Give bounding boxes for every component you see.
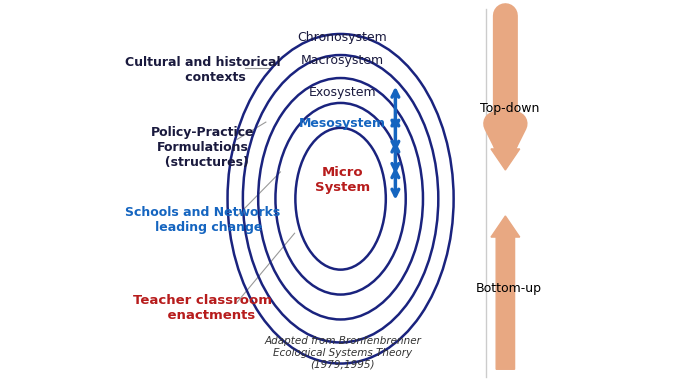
Text: Chronosystem: Chronosystem <box>297 31 388 44</box>
FancyArrow shape <box>491 17 520 170</box>
Text: Teacher classroom
    enactments: Teacher classroom enactments <box>133 294 272 322</box>
Text: Cultural and historical
      contexts: Cultural and historical contexts <box>125 56 280 85</box>
Text: Micro
System: Micro System <box>315 166 370 194</box>
Text: Top-down: Top-down <box>479 102 539 115</box>
Text: Schools and Networks
   leading change: Schools and Networks leading change <box>125 206 280 234</box>
Text: Mesosystem: Mesosystem <box>299 117 386 130</box>
Text: Macrosystem: Macrosystem <box>301 54 384 67</box>
FancyArrow shape <box>491 216 520 369</box>
Text: Adapted from Bronfenbrenner
Ecological Systems Theory
(1979;1995): Adapted from Bronfenbrenner Ecological S… <box>264 336 421 369</box>
Text: Policy-Practice
Formulations
  (structures): Policy-Practice Formulations (structures… <box>151 125 254 169</box>
Text: Bottom-up: Bottom-up <box>476 282 543 295</box>
Text: Exosystem: Exosystem <box>309 86 376 99</box>
